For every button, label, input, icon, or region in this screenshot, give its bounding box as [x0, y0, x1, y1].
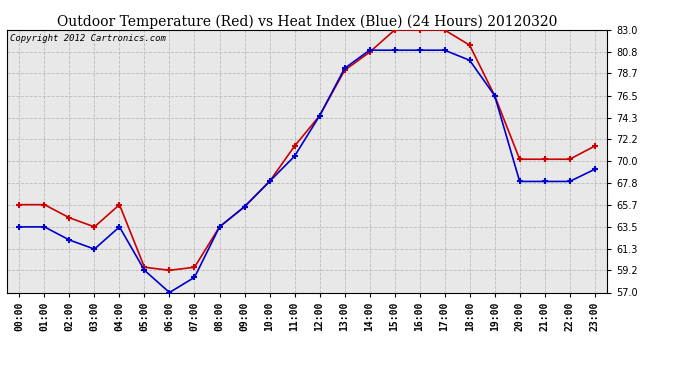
- Title: Outdoor Temperature (Red) vs Heat Index (Blue) (24 Hours) 20120320: Outdoor Temperature (Red) vs Heat Index …: [57, 15, 558, 29]
- Text: Copyright 2012 Cartronics.com: Copyright 2012 Cartronics.com: [10, 34, 166, 43]
